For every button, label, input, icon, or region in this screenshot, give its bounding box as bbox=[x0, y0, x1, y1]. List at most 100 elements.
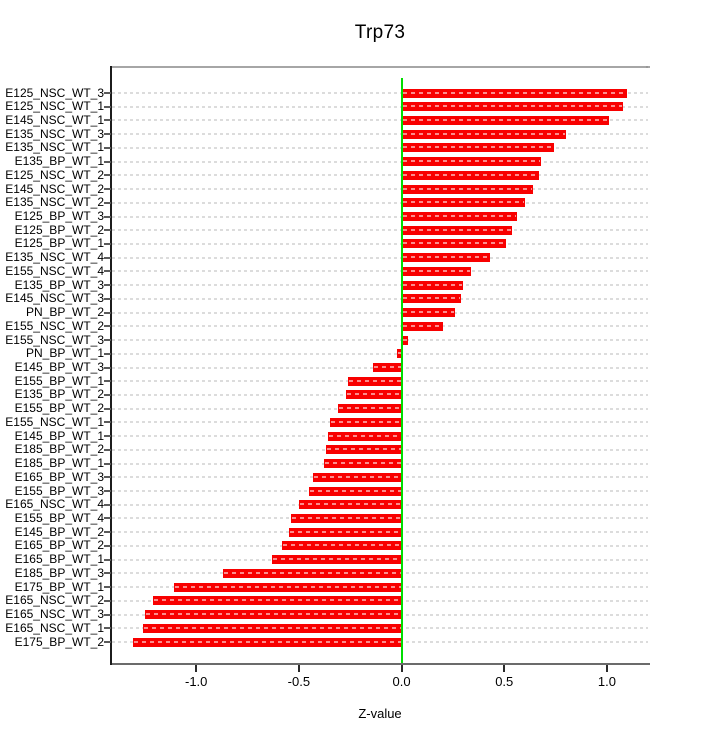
y-tick bbox=[104, 188, 111, 191]
y-tick bbox=[104, 599, 111, 602]
x-tick-label: 0.5 bbox=[495, 674, 514, 689]
bar bbox=[401, 225, 513, 235]
y-tick bbox=[104, 380, 111, 383]
bar-hatch-pattern bbox=[133, 640, 401, 643]
y-tick bbox=[104, 393, 111, 396]
y-tick-label: E125_BP_WT_3 bbox=[14, 209, 104, 224]
bar bbox=[401, 198, 525, 208]
y-tick-label: E185_BP_WT_2 bbox=[14, 442, 104, 457]
y-tick bbox=[104, 627, 111, 630]
bar bbox=[173, 582, 402, 592]
y-tick bbox=[104, 503, 111, 506]
y-tick bbox=[104, 613, 111, 616]
y-tick bbox=[104, 448, 111, 451]
bar bbox=[401, 129, 566, 139]
bar bbox=[153, 596, 402, 606]
bar-hatch-pattern bbox=[402, 91, 627, 94]
bar-hatch-pattern bbox=[402, 132, 565, 135]
y-tick bbox=[104, 325, 111, 328]
bar-hatch-pattern bbox=[299, 503, 401, 506]
bar bbox=[401, 335, 408, 345]
y-tick-label: E135_NSC_WT_2 bbox=[5, 195, 104, 210]
y-tick-label: E155_BP_WT_4 bbox=[14, 510, 104, 525]
y-tick-label: E125_NSC_WT_3 bbox=[5, 85, 104, 100]
bar bbox=[309, 486, 402, 496]
y-tick bbox=[104, 641, 111, 643]
y-tick-label: E145_BP_WT_2 bbox=[14, 524, 104, 539]
y-tick-label: E185_BP_WT_1 bbox=[14, 456, 104, 471]
bar-hatch-pattern bbox=[402, 256, 489, 259]
grid-line bbox=[112, 284, 648, 287]
bar-hatch-pattern bbox=[402, 242, 506, 245]
y-tick bbox=[104, 133, 111, 136]
y-tick-label: E165_BP_WT_2 bbox=[14, 538, 104, 553]
x-axis-title: Z-value bbox=[358, 706, 402, 721]
y-tick bbox=[104, 297, 111, 300]
y-tick bbox=[104, 435, 111, 438]
bar bbox=[401, 253, 490, 263]
y-tick bbox=[104, 572, 111, 575]
bar-hatch-pattern bbox=[154, 599, 401, 602]
y-tick-label: E125_NSC_WT_2 bbox=[5, 167, 104, 182]
y-tick-label: E135_NSC_WT_4 bbox=[5, 250, 104, 265]
bar bbox=[290, 513, 402, 523]
y-tick bbox=[104, 174, 111, 177]
bar-hatch-pattern bbox=[328, 434, 401, 437]
bar bbox=[329, 417, 402, 427]
bar-hatch-pattern bbox=[223, 571, 401, 574]
grid-line bbox=[112, 325, 648, 328]
bar bbox=[397, 349, 402, 359]
bar-hatch-pattern bbox=[402, 201, 524, 204]
bar bbox=[401, 321, 443, 331]
bar bbox=[272, 555, 402, 565]
bar-hatch-pattern bbox=[330, 420, 401, 423]
y-tick bbox=[104, 366, 111, 369]
x-tick bbox=[195, 665, 198, 672]
x-tick-label: -1.0 bbox=[184, 674, 208, 689]
y-tick bbox=[104, 476, 111, 479]
y-tick bbox=[104, 119, 111, 122]
bar bbox=[401, 280, 464, 290]
bar-hatch-pattern bbox=[338, 407, 401, 410]
grid-line bbox=[112, 311, 648, 314]
grid-line bbox=[112, 242, 648, 245]
bar-hatch-pattern bbox=[402, 173, 539, 176]
y-tick-label: E125_BP_WT_1 bbox=[14, 236, 104, 251]
y-tick-label: PN_BP_WT_2 bbox=[25, 305, 104, 320]
bar bbox=[323, 459, 402, 469]
y-tick bbox=[104, 352, 111, 355]
y-tick-label: E185_BP_WT_3 bbox=[14, 565, 104, 580]
y-tick bbox=[104, 462, 111, 465]
y-tick-label: E165_BP_WT_1 bbox=[14, 552, 104, 567]
bar-hatch-pattern bbox=[402, 269, 471, 272]
grid-line bbox=[112, 146, 648, 149]
y-tick bbox=[104, 544, 111, 547]
bar bbox=[401, 212, 517, 222]
bar-hatch-pattern bbox=[347, 393, 401, 396]
zero-reference-line bbox=[400, 78, 403, 663]
y-tick-label: E125_NSC_WT_1 bbox=[5, 99, 104, 114]
y-tick bbox=[104, 311, 111, 314]
bar bbox=[144, 610, 402, 620]
x-tick bbox=[297, 665, 300, 672]
bar-hatch-pattern bbox=[402, 228, 512, 231]
bar-hatch-pattern bbox=[310, 489, 401, 492]
y-tick-label: E135_NSC_WT_1 bbox=[5, 140, 104, 155]
y-tick bbox=[104, 270, 111, 273]
bar-hatch-pattern bbox=[326, 448, 401, 451]
y-tick-label: E165_NSC_WT_1 bbox=[5, 620, 104, 635]
y-tick bbox=[104, 490, 111, 493]
x-tick-label: 0.0 bbox=[392, 674, 411, 689]
x-tick bbox=[605, 665, 608, 672]
y-tick bbox=[104, 407, 111, 410]
y-tick bbox=[104, 531, 111, 534]
bar bbox=[401, 184, 533, 194]
bar bbox=[401, 239, 507, 249]
grid-line bbox=[112, 270, 648, 273]
y-tick bbox=[104, 421, 111, 424]
x-tick-label: 1.0 bbox=[597, 674, 616, 689]
y-tick-label: E155_NSC_WT_1 bbox=[5, 414, 104, 429]
grid-line bbox=[112, 92, 648, 94]
bar-hatch-pattern bbox=[402, 118, 608, 121]
